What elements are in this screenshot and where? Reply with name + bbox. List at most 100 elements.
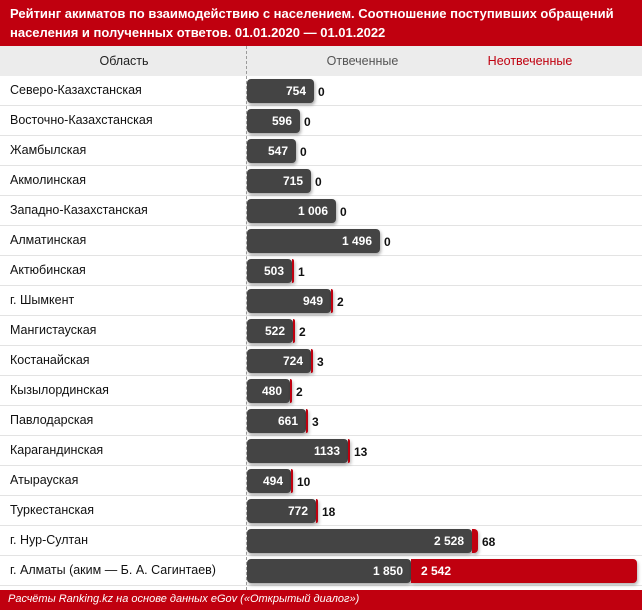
- answered-bar: 547: [247, 139, 296, 163]
- answered-value-label: 1133: [313, 444, 340, 458]
- answered-value-label: 1 850: [372, 564, 403, 578]
- unanswered-bar: [292, 259, 294, 283]
- chart-row: Акмолинская 715 0: [0, 166, 642, 196]
- unanswered-bar: [316, 499, 318, 523]
- answered-value-label: 494: [262, 474, 283, 488]
- unanswered-value-label: 2 542: [421, 564, 452, 578]
- chart-row: Павлодарская 661 3: [0, 406, 642, 436]
- answered-bar: 503: [247, 259, 292, 283]
- answered-value-label: 480: [261, 384, 282, 398]
- unanswered-bar: [306, 409, 308, 433]
- unanswered-bar: 2 542: [411, 559, 637, 583]
- chart-title: Рейтинг акиматов по взаимодействию с нас…: [0, 0, 642, 46]
- answered-value-label: 522: [264, 324, 285, 338]
- unanswered-value-label: 13: [354, 445, 368, 459]
- answered-bar: 949: [247, 289, 331, 313]
- answered-bar: 494: [247, 469, 291, 493]
- chart-row: Жамбылская 547 0: [0, 136, 642, 166]
- answered-bar: 1 850: [247, 559, 411, 583]
- chart-row: Туркестанская 772 18: [0, 496, 642, 526]
- region-label: Жамбылская: [10, 143, 87, 157]
- chart-row: Восточно-Казахстанская 596 0: [0, 106, 642, 136]
- answered-value-label: 503: [263, 264, 284, 278]
- source-footer: Расчёты Ranking.kz на основе данных eGov…: [0, 590, 642, 610]
- region-label: г. Нур-Султан: [10, 533, 88, 547]
- unanswered-bar: [331, 289, 333, 313]
- unanswered-bar: [290, 379, 292, 403]
- region-label: г. Алматы (аким — Б. А. Сагинтаев): [10, 563, 216, 577]
- column-header: Область Отвеченные Неотвеченные: [0, 46, 642, 76]
- unanswered-value-label: 2: [299, 325, 306, 339]
- chart-row: г. Нур-Султан 2 528 68: [0, 526, 642, 556]
- answered-bar: 754: [247, 79, 314, 103]
- unanswered-value-label: 0: [300, 145, 307, 159]
- chart-row: Мангистауская 522 2: [0, 316, 642, 346]
- region-label: Карагандинская: [10, 443, 104, 457]
- answered-value-label: 2 528: [433, 534, 464, 548]
- unanswered-value-label: 68: [482, 535, 496, 549]
- region-label: Восточно-Казахстанская: [10, 113, 153, 127]
- region-label: г. Шымкент: [10, 293, 75, 307]
- answered-value-label: 724: [282, 354, 303, 368]
- unanswered-value-label: 2: [337, 295, 344, 309]
- answered-value-label: 949: [302, 294, 323, 308]
- unanswered-value-label: 10: [297, 475, 311, 489]
- unanswered-bar: [311, 349, 313, 373]
- region-label: Актюбинская: [10, 263, 86, 277]
- answered-value-label: 754: [285, 84, 306, 98]
- region-label: Туркестанская: [10, 503, 94, 517]
- answered-bar: 772: [247, 499, 316, 523]
- chart-row: Кызылординская 480 2: [0, 376, 642, 406]
- region-label: Кызылординская: [10, 383, 109, 397]
- unanswered-value-label: 18: [322, 505, 336, 519]
- chart-row: Актюбинская 503 1: [0, 256, 642, 286]
- unanswered-legend-label: Неотвеченные: [487, 54, 573, 68]
- unanswered-value-label: 0: [315, 175, 322, 189]
- answered-bar: 480: [247, 379, 290, 403]
- unanswered-value-label: 0: [304, 115, 311, 129]
- chart-row: Карагандинская 1133 13: [0, 436, 642, 466]
- answered-bar: 2 528: [247, 529, 472, 553]
- answered-bar: 715: [247, 169, 311, 193]
- answered-bar: 522: [247, 319, 293, 343]
- answered-value-label: 772: [287, 504, 308, 518]
- answered-value-label: 547: [267, 144, 288, 158]
- unanswered-value-label: 0: [340, 205, 347, 219]
- answered-bar: 661: [247, 409, 306, 433]
- answered-bar: 1 496: [247, 229, 380, 253]
- region-label: Акмолинская: [10, 173, 86, 187]
- answered-bar: 724: [247, 349, 311, 373]
- chart-row: Западно-Казахстанская 1 006 0: [0, 196, 642, 226]
- answered-value-label: 661: [277, 414, 298, 428]
- unanswered-value-label: 1: [298, 265, 305, 279]
- region-label: Мангистауская: [10, 323, 97, 337]
- chart-row: Алматинская 1 496 0: [0, 226, 642, 256]
- answered-bar: 1 006: [247, 199, 336, 223]
- title-line-1: Рейтинг акиматов по взаимодействию с нас…: [10, 6, 614, 21]
- answered-bar: 1133: [247, 439, 348, 463]
- chart-row: Костанайская 724 3: [0, 346, 642, 376]
- chart-row: г. Алматы (аким — Б. А. Сагинтаев) 1 850 2…: [0, 556, 642, 586]
- answered-legend-label: Отвеченные: [326, 54, 399, 68]
- answered-value-label: 596: [271, 114, 292, 128]
- axis-divider: [246, 46, 247, 590]
- region-label: Атырауская: [10, 473, 79, 487]
- chart-row: Северо-Казахстанская 754 0: [0, 76, 642, 106]
- chart-row: г. Шымкент 949 2: [0, 286, 642, 316]
- unanswered-value-label: 2: [296, 385, 303, 399]
- title-line-2: населения и полученных ответов. 01.01.20…: [10, 25, 386, 40]
- unanswered-value-label: 0: [384, 235, 391, 249]
- unanswered-bar: [291, 469, 293, 493]
- answered-value-label: 1 006: [297, 204, 328, 218]
- region-label: Павлодарская: [10, 413, 94, 427]
- region-label: Костанайская: [10, 353, 90, 367]
- unanswered-value-label: 0: [318, 85, 325, 99]
- region-label: Северо-Казахстанская: [10, 83, 142, 97]
- answered-value-label: 1 496: [341, 234, 372, 248]
- region-label: Западно-Казахстанская: [10, 203, 148, 217]
- unanswered-bar: [348, 439, 350, 463]
- region-column-label: Область: [99, 54, 149, 68]
- chart-row: Атырауская 494 10: [0, 466, 642, 496]
- unanswered-value-label: 3: [317, 355, 324, 369]
- answered-bar: 596: [247, 109, 300, 133]
